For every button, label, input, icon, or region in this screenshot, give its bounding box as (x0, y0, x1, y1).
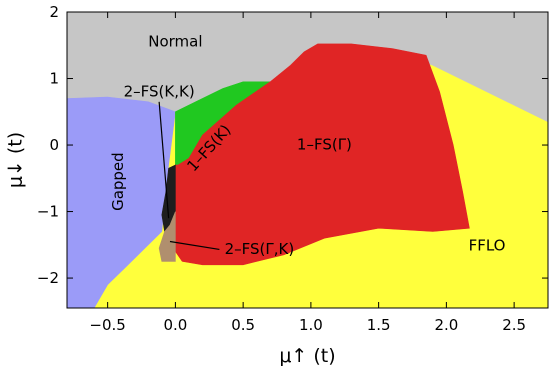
pointer-2-fs-k (169, 240, 220, 251)
pointer-2-fs-k-k (158, 101, 170, 219)
y-tick-label: 2 (49, 3, 59, 21)
y-tick-label: 1 (49, 70, 59, 88)
label-fflo: FFLO (469, 237, 506, 255)
label-gapped: Gapped (109, 152, 127, 211)
x-tick-label: 0.5 (231, 316, 255, 334)
y-tick-label: 0 (49, 136, 59, 154)
x-axis-label: μ↑ (t) (279, 345, 335, 367)
label-1-fs: 1–FS(Γ) (297, 136, 352, 154)
region-gapped (67, 96, 176, 308)
x-tick-label: 2.0 (434, 316, 458, 334)
pointer-lines (158, 101, 220, 251)
x-tick-label: −0.5 (89, 316, 125, 334)
x-tick-label: 1.5 (367, 316, 391, 334)
y-axis-label: μ↓ (t) (5, 132, 27, 188)
y-tick-label: −1 (37, 203, 59, 221)
x-tick-label: 2.5 (502, 316, 526, 334)
x-tick-label: 0.0 (163, 316, 187, 334)
label-2-fs-k-k: 2–FS(K,K) (124, 82, 195, 100)
x-tick-label: 1.0 (299, 316, 323, 334)
label-normal: Normal (148, 32, 202, 50)
plot-area (67, 12, 548, 308)
regions-layer (67, 12, 548, 308)
x-axis-ticks: −0.5 0.0 0.5 1.0 1.5 2.0 2.5 (89, 12, 526, 334)
y-tick-label: −2 (37, 269, 59, 287)
region-2-fs-k (158, 211, 176, 262)
region-1-fs (175, 43, 470, 266)
label-2-fs-k: 2–FS(Γ,K) (225, 240, 295, 258)
plot-frame (66, 11, 549, 309)
y-axis-ticks: −2 −1 0 1 2 (37, 3, 548, 287)
